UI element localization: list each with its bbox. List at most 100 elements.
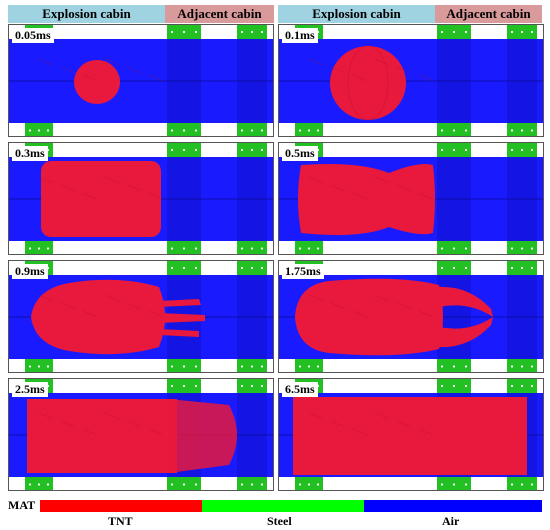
bolt — [452, 384, 456, 388]
tnt-texture — [374, 176, 390, 184]
bolt — [464, 129, 468, 132]
tnt-texture — [104, 294, 120, 302]
tnt-texture — [60, 184, 76, 192]
bolt — [510, 129, 514, 132]
bolt — [510, 365, 514, 368]
bolt — [170, 384, 174, 388]
bolt — [182, 483, 186, 486]
tnt-jet — [159, 313, 205, 323]
bolt — [250, 148, 254, 152]
bolt — [530, 266, 534, 270]
bolt — [28, 483, 32, 486]
bolt — [240, 266, 244, 270]
tnt-jet — [159, 299, 201, 307]
tnt-texture — [82, 428, 98, 436]
bolt — [250, 365, 254, 368]
tnt-texture — [330, 184, 346, 192]
bolt — [240, 148, 244, 152]
bolt — [28, 365, 32, 368]
bolt — [510, 247, 514, 250]
bolt — [464, 483, 468, 486]
bolt — [298, 129, 302, 132]
bolt — [520, 365, 524, 368]
bolt — [520, 148, 524, 152]
bolt — [440, 30, 444, 34]
bolt — [316, 483, 320, 486]
bolt — [440, 365, 444, 368]
bolt — [194, 483, 198, 486]
bolt — [250, 384, 254, 388]
tnt-texture — [104, 58, 120, 66]
bolt — [520, 129, 524, 132]
bolt — [240, 483, 244, 486]
bolt — [530, 30, 534, 34]
legend-label-tnt: TNT — [108, 514, 133, 528]
tnt-contour — [347, 45, 389, 121]
header-adjacent-cabin-left: Adjacent cabin — [165, 5, 274, 23]
bolt — [452, 129, 456, 132]
legend-bar-air — [364, 500, 542, 512]
bolt — [520, 247, 524, 250]
bolt — [250, 247, 254, 250]
bolt — [182, 365, 186, 368]
bolt — [440, 129, 444, 132]
bolt — [260, 384, 264, 388]
time-label: 2.5ms — [12, 382, 48, 397]
bolt — [170, 365, 174, 368]
bolt — [298, 365, 302, 368]
bolt — [194, 365, 198, 368]
time-label: 0.9ms — [12, 264, 48, 279]
tnt-cloud — [295, 278, 443, 356]
bolt — [464, 365, 468, 368]
bolt — [260, 148, 264, 152]
tnt-texture — [330, 302, 346, 310]
tnt-texture — [60, 66, 76, 74]
frame-panel: 0.05ms — [8, 24, 274, 137]
bolt — [46, 365, 50, 368]
bolt — [182, 30, 186, 34]
bolt — [240, 129, 244, 132]
bolt — [170, 129, 174, 132]
bolt — [182, 266, 186, 270]
tnt-texture — [352, 428, 368, 436]
time-label: 0.5ms — [282, 146, 318, 161]
tnt-texture — [396, 302, 412, 310]
bolt — [464, 30, 468, 34]
tnt-texture — [352, 310, 368, 318]
legend-label-steel: Steel — [267, 514, 292, 528]
bolt — [46, 483, 50, 486]
tnt-texture — [82, 310, 98, 318]
bolt — [510, 483, 514, 486]
bolt — [510, 148, 514, 152]
tnt-charge — [74, 60, 120, 104]
tnt-texture — [396, 184, 412, 192]
tnt-texture — [126, 302, 142, 310]
frame-image — [279, 143, 543, 254]
tnt-texture — [418, 428, 434, 436]
bolt — [46, 129, 50, 132]
bolt — [464, 148, 468, 152]
bolt — [260, 129, 264, 132]
bolt — [194, 129, 198, 132]
time-label: 1.75ms — [282, 264, 324, 279]
bolt — [194, 247, 198, 250]
bolt — [440, 483, 444, 486]
tnt-texture — [148, 310, 164, 318]
frame-image — [9, 261, 273, 372]
bolt — [520, 384, 524, 388]
tnt-texture — [104, 176, 120, 184]
tnt-texture — [38, 176, 54, 184]
bolt — [307, 129, 311, 132]
frame-panel: 1.75ms — [278, 260, 544, 373]
frame-image — [9, 379, 273, 490]
bolt — [440, 384, 444, 388]
bolt — [452, 247, 456, 250]
frame-panel: 0.3ms — [8, 142, 274, 255]
tnt-texture — [418, 310, 434, 318]
bolt — [260, 247, 264, 250]
bolt — [260, 266, 264, 270]
tnt-jet — [437, 286, 493, 317]
bolt — [307, 365, 311, 368]
bolt — [240, 384, 244, 388]
bolt — [530, 129, 534, 132]
